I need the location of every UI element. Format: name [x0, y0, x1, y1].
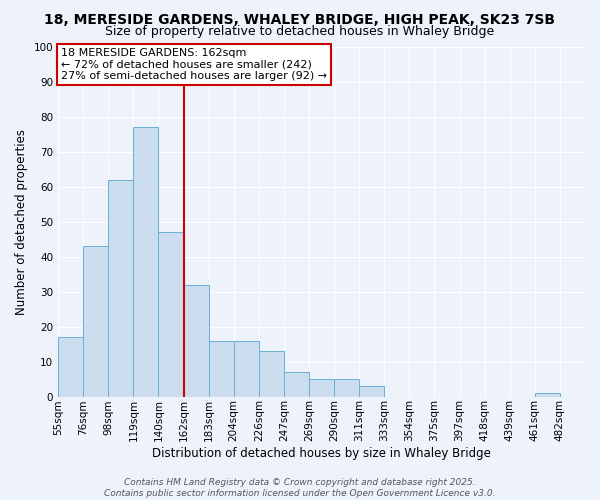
Text: Size of property relative to detached houses in Whaley Bridge: Size of property relative to detached ho…	[106, 25, 494, 38]
Bar	[259, 351, 284, 397]
Bar	[309, 379, 334, 396]
Bar	[359, 386, 384, 396]
Bar	[83, 246, 108, 396]
Text: 18 MERESIDE GARDENS: 162sqm
← 72% of detached houses are smaller (242)
27% of se: 18 MERESIDE GARDENS: 162sqm ← 72% of det…	[61, 48, 327, 82]
Bar	[108, 180, 133, 396]
Bar	[184, 284, 209, 397]
Bar	[209, 340, 233, 396]
Bar	[158, 232, 184, 396]
Text: 18, MERESIDE GARDENS, WHALEY BRIDGE, HIGH PEAK, SK23 7SB: 18, MERESIDE GARDENS, WHALEY BRIDGE, HIG…	[44, 12, 556, 26]
X-axis label: Distribution of detached houses by size in Whaley Bridge: Distribution of detached houses by size …	[152, 447, 491, 460]
Y-axis label: Number of detached properties: Number of detached properties	[15, 128, 28, 314]
Text: Contains HM Land Registry data © Crown copyright and database right 2025.
Contai: Contains HM Land Registry data © Crown c…	[104, 478, 496, 498]
Bar	[58, 337, 83, 396]
Bar	[334, 379, 359, 396]
Bar	[535, 393, 560, 396]
Bar	[233, 340, 259, 396]
Bar	[133, 127, 158, 396]
Bar	[284, 372, 309, 396]
